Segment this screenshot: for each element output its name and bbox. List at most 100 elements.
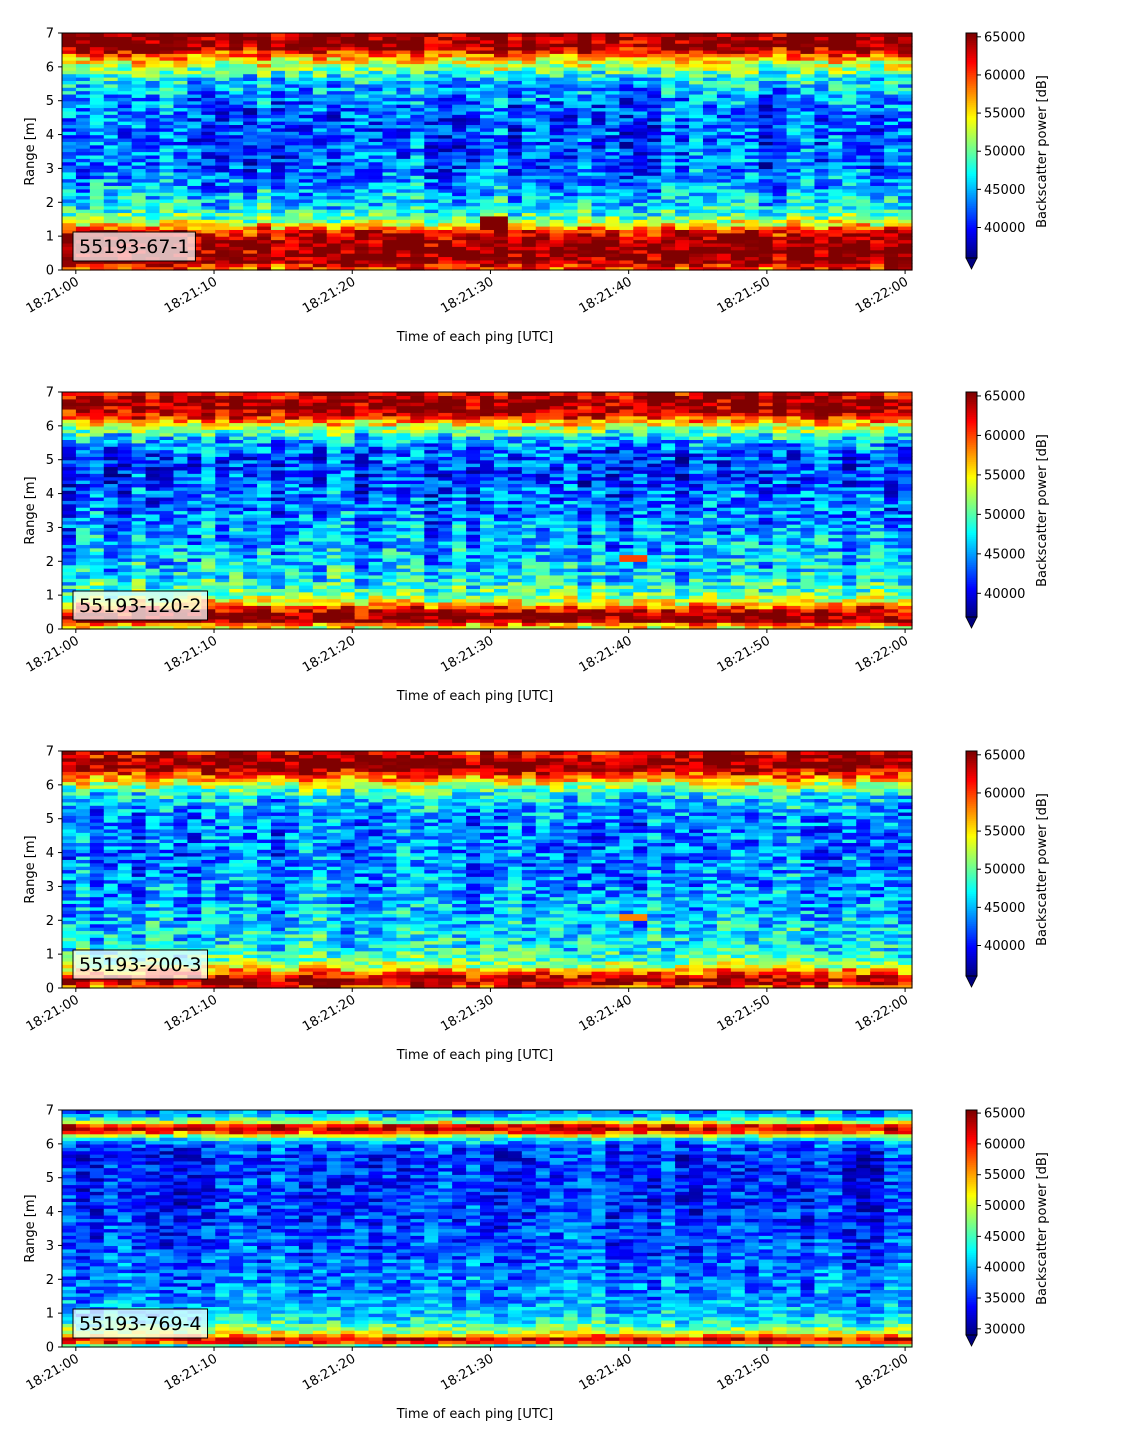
heatmap-cell xyxy=(452,104,467,109)
heatmap-cell xyxy=(271,66,286,71)
heatmap-cell xyxy=(870,242,885,247)
heatmap-cell xyxy=(410,161,425,166)
heatmap-cell xyxy=(438,236,453,241)
heatmap-cell xyxy=(201,212,216,217)
heatmap-cell xyxy=(661,104,676,109)
heatmap-cell xyxy=(62,73,77,78)
heatmap-cell xyxy=(382,256,398,261)
heatmap-cell xyxy=(229,110,244,115)
heatmap-cell xyxy=(786,100,802,105)
heatmap-cell xyxy=(605,33,620,37)
heatmap-cell xyxy=(284,263,300,268)
heatmap-cell xyxy=(145,584,161,589)
heatmap-cell xyxy=(563,249,579,254)
heatmap-cell xyxy=(605,178,620,183)
heatmap-cell xyxy=(577,114,593,119)
heatmap-cell xyxy=(131,419,147,424)
heatmap-cell xyxy=(75,83,91,88)
heatmap-cell xyxy=(103,490,119,495)
heatmap-cell xyxy=(507,56,523,61)
heatmap-cell xyxy=(633,175,648,180)
heatmap-cell xyxy=(689,239,704,244)
heatmap-cell xyxy=(145,588,161,593)
heatmap-cell xyxy=(493,144,509,149)
heatmap-cell xyxy=(842,144,857,149)
heatmap-cell xyxy=(131,114,147,119)
heatmap-cell xyxy=(312,259,328,264)
heatmap-cell xyxy=(62,615,77,620)
heatmap-cell xyxy=(89,557,105,562)
heatmap-cell xyxy=(396,154,411,159)
heatmap-cell xyxy=(814,117,829,122)
heatmap-cell xyxy=(159,554,175,559)
heatmap-cell xyxy=(368,151,384,156)
heatmap-cell xyxy=(438,63,453,68)
heatmap-cell xyxy=(229,148,244,153)
heatmap-cell xyxy=(243,198,258,203)
heatmap-cell xyxy=(89,49,105,54)
heatmap-cell xyxy=(103,392,119,396)
heatmap-cell xyxy=(354,249,370,254)
heatmap-cell xyxy=(549,212,565,217)
heatmap-cell xyxy=(354,73,370,78)
heatmap-cell xyxy=(702,239,718,244)
heatmap-cell xyxy=(438,56,453,61)
heatmap-cell xyxy=(828,165,843,170)
heatmap-cell xyxy=(103,557,119,562)
heatmap-cell xyxy=(758,192,774,197)
heatmap-cell xyxy=(675,134,690,139)
heatmap-cell xyxy=(814,242,829,247)
heatmap-cell xyxy=(730,246,746,251)
heatmap-cell xyxy=(159,36,175,41)
heatmap-cell xyxy=(661,188,676,193)
heatmap-cell xyxy=(730,266,746,271)
heatmap-cell xyxy=(856,134,871,139)
heatmap-cell xyxy=(131,469,147,474)
heatmap-cell xyxy=(340,70,356,75)
heatmap-cell xyxy=(758,154,774,159)
heatmap-cell xyxy=(730,198,746,203)
heatmap-cell xyxy=(159,266,175,271)
heatmap-cell xyxy=(884,97,899,102)
heatmap-cell xyxy=(103,395,119,400)
heatmap-cell xyxy=(410,253,425,258)
heatmap-cell xyxy=(480,127,495,132)
heatmap-cell xyxy=(62,263,77,268)
heatmap-cell xyxy=(786,114,802,119)
heatmap-cell xyxy=(62,249,77,254)
heatmap-cell xyxy=(814,53,829,58)
heatmap-cell xyxy=(744,63,760,68)
heatmap-cell xyxy=(870,83,885,88)
heatmap-cell xyxy=(744,188,760,193)
heatmap-cell xyxy=(173,83,189,88)
heatmap-cell xyxy=(549,263,565,268)
heatmap-cell xyxy=(410,36,425,41)
heatmap-cell xyxy=(591,53,607,58)
heatmap-cell xyxy=(675,202,690,207)
heatmap-cell xyxy=(62,578,77,583)
heatmap-cell xyxy=(382,36,398,41)
heatmap-cell xyxy=(480,225,495,230)
heatmap-cell xyxy=(396,121,411,126)
heatmap-cell xyxy=(744,127,760,132)
heatmap-cell xyxy=(89,192,105,197)
heatmap-cell xyxy=(131,144,147,149)
heatmap-cell xyxy=(410,43,425,48)
heatmap-cell xyxy=(298,225,314,230)
heatmap-cell xyxy=(675,229,690,234)
heatmap-cell xyxy=(549,229,565,234)
heatmap-cell xyxy=(131,534,147,539)
heatmap-cell xyxy=(159,571,175,576)
heatmap-cell xyxy=(800,175,816,180)
heatmap-cell xyxy=(814,253,829,258)
heatmap-cell xyxy=(786,33,802,37)
heatmap-cell xyxy=(103,554,119,559)
heatmap-cell xyxy=(438,263,453,268)
heatmap-cell xyxy=(549,33,565,37)
heatmap-cell xyxy=(298,178,314,183)
heatmap-cell xyxy=(563,43,579,48)
heatmap-cell xyxy=(619,97,634,102)
heatmap-cell xyxy=(702,209,718,214)
heatmap-cell xyxy=(62,93,77,98)
heatmap-cell xyxy=(647,70,662,75)
